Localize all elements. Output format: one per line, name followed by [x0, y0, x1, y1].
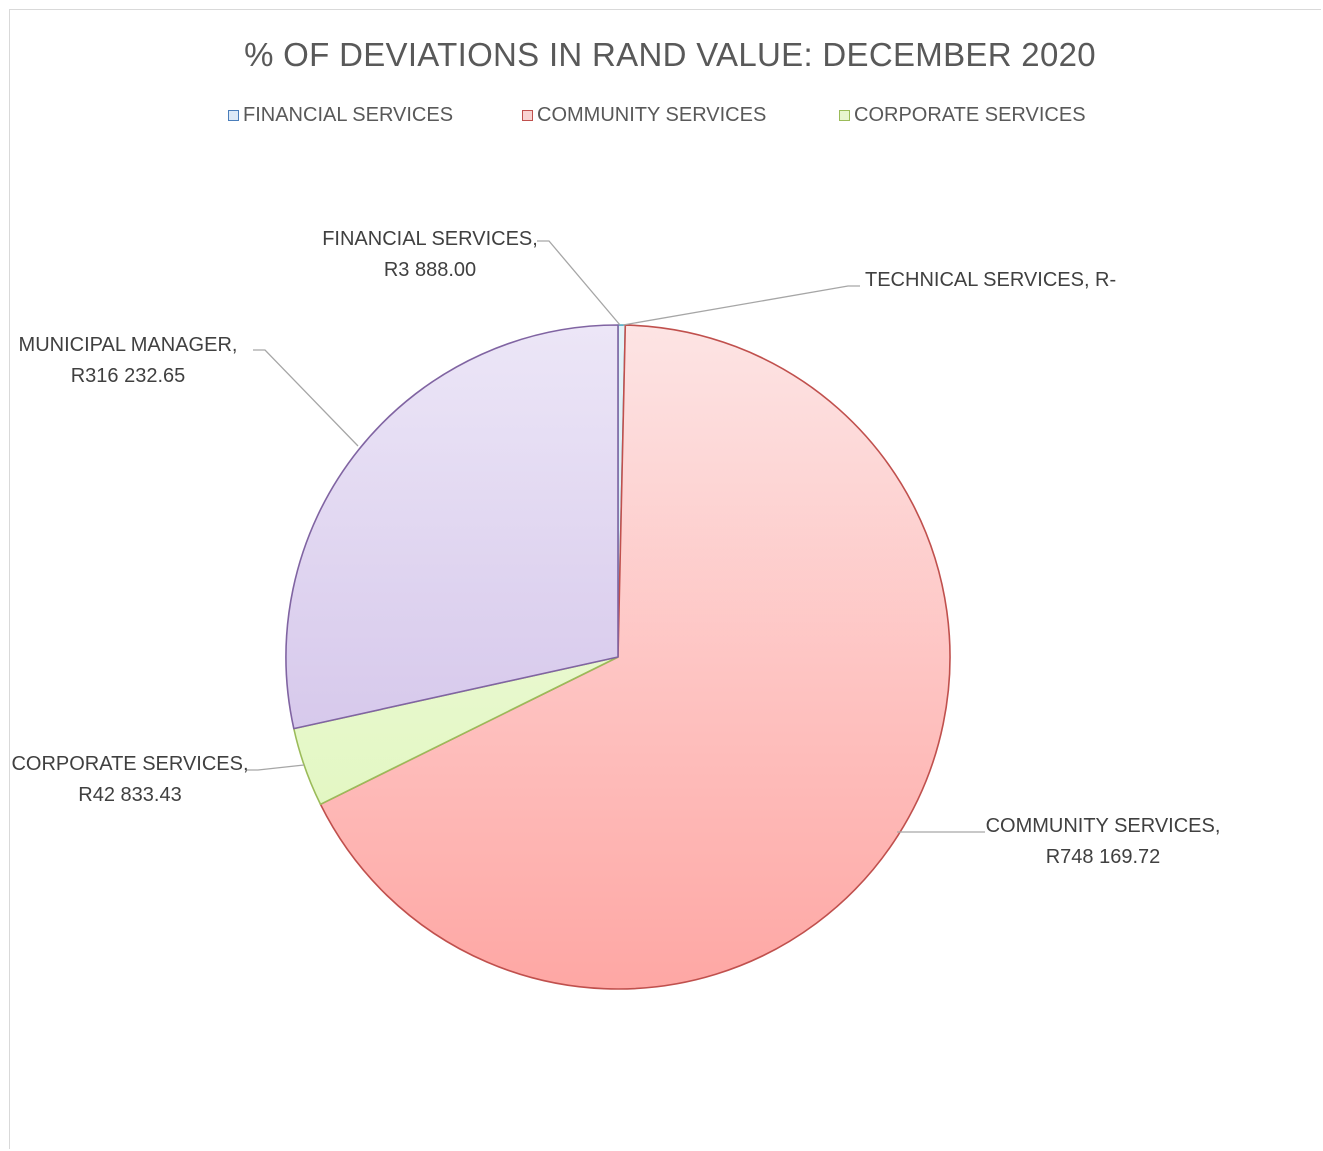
leader-lines: [246, 240, 985, 833]
data-label-municipal-manager-value: R316 232.65: [70, 365, 186, 387]
legend-label-financial-services: FINANCIAL SERVICES: [243, 103, 454, 126]
data-label-technical-services: TECHNICAL SERVICES, R-: [865, 265, 1165, 296]
leader-line-municipal-manager: [253, 349, 359, 447]
data-label-financial-services-name: FINANCIAL SERVICES,: [322, 228, 538, 250]
chart-title: % OF DEVIATIONS IN RAND VALUE: DECEMBER …: [244, 36, 1096, 73]
pie-slice-municipal-manager: [285, 324, 619, 730]
leader-line-financial-services: [537, 240, 621, 326]
data-label-corporate-services-name: CORPORATE SERVICES,: [11, 753, 249, 775]
legend-swatch-community-services: [522, 109, 533, 121]
data-label-community-services: COMMUNITY SERVICES, R748 169.72: [968, 811, 1238, 873]
data-label-community-services-name: COMMUNITY SERVICES,: [985, 815, 1221, 837]
data-label-corporate-services: CORPORATE SERVICES, R42 833.43: [10, 749, 250, 811]
legend-item-corporate-services: CORPORATE SERVICES: [839, 103, 1086, 127]
legend-swatch-financial-services: [228, 109, 239, 121]
data-label-corporate-services-value: R42 833.43: [78, 784, 182, 806]
legend-item-financial-services: FINANCIAL SERVICES: [228, 103, 453, 127]
data-label-financial-services-value: R3 888.00: [383, 259, 477, 281]
data-label-technical-services-text: TECHNICAL SERVICES, R-: [865, 269, 1117, 291]
leader-line-technical-services: [622, 285, 860, 326]
chart-frame: [9, 9, 1321, 1149]
legend-label-community-services: COMMUNITY SERVICES: [537, 103, 767, 126]
pie-slices: [285, 324, 951, 990]
pie-slice-community-services: [319, 324, 951, 990]
legend-item-community-services: COMMUNITY SERVICES: [522, 103, 766, 127]
leader-line-corporate-services: [246, 764, 305, 771]
data-label-financial-services: FINANCIAL SERVICES, R3 888.00: [318, 224, 542, 286]
data-label-community-services-value: R748 169.72: [1045, 846, 1161, 868]
data-label-municipal-manager: MUNICIPAL MANAGER, R316 232.65: [8, 330, 248, 392]
chart-legend: FINANCIAL SERVICES COMMUNITY SERVICES CO…: [0, 103, 1323, 127]
legend-swatch-corporate-services: [839, 109, 850, 121]
data-label-municipal-manager-name: MUNICIPAL MANAGER,: [18, 334, 238, 356]
legend-label-corporate-services: CORPORATE SERVICES: [854, 103, 1086, 126]
